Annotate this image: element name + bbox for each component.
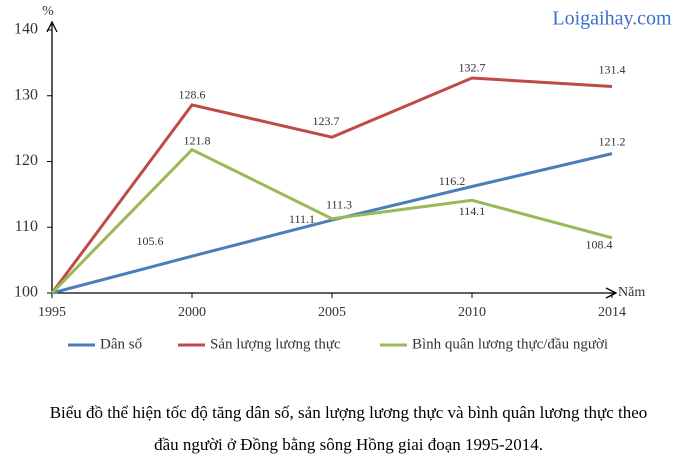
caption-line: Biểu đồ thể hiện tốc độ tăng dân số, sản… — [49, 403, 648, 422]
data-label: 108.4 — [586, 238, 613, 252]
x-tick-label: 2014 — [598, 305, 626, 320]
x-axis-label: Năm — [618, 285, 645, 300]
data-label: 121.8 — [184, 133, 211, 147]
series-line — [50, 76, 613, 294]
x-tick-label: 2000 — [178, 305, 206, 320]
y-tick-label: 100 — [14, 284, 38, 301]
x-tick-label: 1995 — [38, 305, 66, 320]
y-tick-label: 120 — [14, 152, 38, 169]
legend-label: Dân số — [100, 336, 143, 352]
x-arrow — [605, 287, 618, 299]
watermark: Loigaihay.com — [552, 8, 672, 30]
x-tick-label: 2005 — [318, 305, 346, 320]
y-tick-label: 110 — [15, 218, 38, 235]
data-label: 114.1 — [459, 204, 486, 218]
data-label: 132.7 — [459, 61, 486, 75]
legend-label: Bình quân lương thực/đầu người — [412, 336, 608, 352]
y-arrow — [46, 20, 58, 33]
caption-line: đầu người ở Đồng bằng sông Hồng giai đoạ… — [154, 435, 543, 454]
y-tick-label: 140 — [14, 21, 38, 38]
x-tick-label: 2010 — [458, 305, 486, 320]
data-label: 123.7 — [313, 114, 340, 128]
legend-label: Sản lượng lương thực — [210, 336, 341, 352]
data-label: 128.6 — [179, 88, 206, 102]
y-tick-label: 130 — [14, 86, 38, 103]
series-line — [50, 147, 613, 295]
data-label: 111.1 — [289, 212, 315, 226]
series-line — [51, 152, 613, 295]
data-label: 105.6 — [137, 234, 164, 248]
data-label: 116.2 — [439, 174, 466, 188]
data-label: 121.2 — [599, 134, 626, 148]
data-label: 131.4 — [599, 62, 626, 76]
data-label: 111.3 — [326, 197, 352, 211]
y-axis-label: % — [42, 4, 54, 19]
